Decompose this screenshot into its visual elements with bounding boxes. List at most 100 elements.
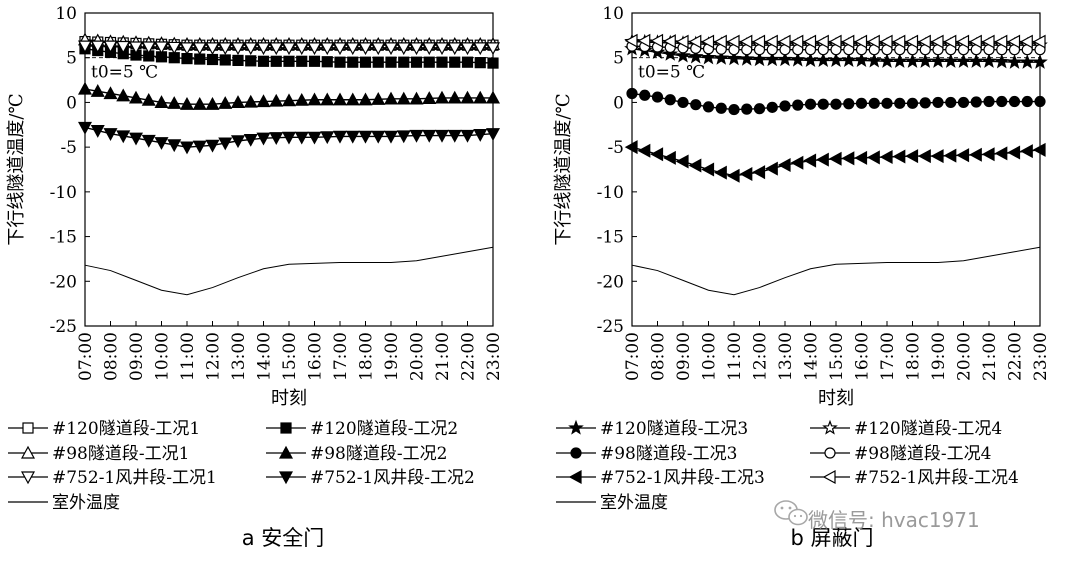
chart-b-series-3-point	[830, 98, 842, 110]
chart-a-series-2-point	[321, 56, 333, 68]
chart-a-series-4-point	[345, 92, 360, 106]
chart-b-series-6-point	[777, 34, 791, 49]
chart-a-x-tick-label: 16:00	[306, 332, 326, 381]
chart-b-series-3-point	[983, 95, 995, 108]
chart-b-series-1-point	[891, 53, 908, 68]
chart-a-series-5-point	[205, 42, 220, 56]
chart-b-series-5	[624, 140, 1046, 183]
chart-a-x-tick-label: 14:00	[255, 332, 275, 381]
chart-a-series-5-point	[383, 42, 399, 56]
chart-a-series-4-point	[218, 96, 233, 109]
chart-b-legend-item: #752-1风井段-工况3	[556, 468, 765, 488]
chart-a-series-4-point	[141, 92, 156, 106]
chart-b-series-6	[624, 33, 1046, 49]
chart-a-series-4-point	[90, 83, 105, 97]
chart-b-legend-item: #120隧道段-工况3	[556, 419, 748, 439]
chart-a-series-2-point	[245, 55, 257, 67]
chart-b-legend-marker	[822, 419, 838, 435]
chart-a-series-5-point	[230, 42, 246, 56]
chart-b-series-1-point	[866, 52, 883, 68]
chart-a-series-2-point	[410, 56, 423, 68]
chart-a-series-5-point	[154, 41, 169, 55]
wechat-icon	[774, 500, 808, 526]
chart-b-series-3-point	[945, 96, 957, 109]
chart-a-legend-item: 室外温度	[8, 493, 120, 513]
chart-b-x-tick-label: 09:00	[674, 332, 694, 381]
chart-a-series-4-point	[307, 92, 322, 106]
chart-a-series-5-point	[473, 42, 488, 56]
chart-b-x-tick-label: 12:00	[751, 332, 771, 381]
chart-b-legend-item: #120隧道段-工况4	[810, 419, 1002, 439]
chart-b-series-1-point	[981, 53, 997, 68]
chart-a-series-4	[77, 81, 501, 110]
chart-a-y-tick-label: -20	[50, 272, 77, 292]
chart-a-series-2-point	[283, 55, 295, 67]
chart-a-series-4-point	[320, 92, 335, 106]
chart-b-x-tick-label: 11:00	[725, 332, 745, 381]
chart-b-legend-marker	[570, 447, 582, 459]
chart-a-series-6-point	[307, 131, 322, 145]
chart-a-x-tick-label: 07:00	[76, 332, 96, 381]
chart-b-series-1-point	[777, 51, 793, 67]
chart-a-series-2-point	[385, 56, 397, 68]
chart-a-legend-marker	[20, 445, 36, 459]
chart-a-legend-item: #120隧道段-工况1	[8, 419, 200, 439]
chart-b-series-7	[631, 246, 1041, 296]
chart-a-series-5-point	[294, 42, 309, 56]
chart-b-series-6-point	[1019, 34, 1033, 49]
chart-b-legend-label: 室外温度	[600, 493, 668, 513]
chart-a-series-4-point	[422, 91, 437, 105]
chart-a-series-6-point	[243, 133, 258, 147]
chart-b-series-5-point	[1007, 145, 1021, 160]
chart-a-series-6-point	[167, 139, 182, 153]
chart-b-series-5-point	[905, 149, 919, 164]
chart-a-series-2-point	[372, 56, 384, 68]
chart-a-series-5-point	[345, 42, 360, 56]
chart-b-series-3-point	[1008, 95, 1021, 108]
chart-a-series-4-point	[128, 90, 144, 104]
chart-a-series-6-point	[332, 130, 348, 144]
chart-b-series-5-point	[943, 148, 957, 163]
chart-a-x-tick-label: 08:00	[102, 332, 122, 381]
chart-b-y-tick-label: -15	[597, 228, 624, 248]
chart-a-series-4-point	[396, 91, 411, 105]
chart-b-series-3-point	[817, 98, 829, 110]
chart-a-series-5-point	[320, 42, 335, 56]
chart-b-series-1-point	[942, 53, 959, 68]
chart-a-series-6-point	[154, 137, 169, 150]
chart-a-series-2-point	[308, 55, 321, 67]
chart-a-series-6-point	[345, 130, 360, 144]
chart-a-series-6-point	[192, 140, 207, 154]
chart-a-series-5-point	[192, 42, 207, 56]
chart-b-x-tick-label: 23:00	[1031, 332, 1051, 381]
chart-a-series-2-point	[270, 55, 282, 67]
chart-b-legend-label: #752-1风井段-工况3	[600, 468, 765, 488]
chart-a-series-5-point	[307, 42, 322, 56]
chart-b-series-5-point	[981, 147, 995, 162]
chart-a-series-2-point	[334, 56, 346, 68]
chart-b-series-3-point	[906, 97, 919, 109]
chart-a-legend-label: 室外温度	[52, 493, 120, 513]
chart-a-series-4-point	[294, 92, 309, 106]
chart-a-series-4-point	[447, 90, 462, 104]
chart-b-series-5-point	[637, 143, 651, 158]
chart-a-series-5	[77, 40, 501, 56]
chart-b-legend-label: #98隧道段-工况3	[600, 444, 737, 464]
chart-b-series-6-point	[650, 33, 664, 48]
chart-a-series-4-point	[383, 91, 399, 105]
chart-a-series-6-point	[320, 131, 335, 145]
chart-b-series-5-point	[777, 158, 791, 173]
chart-a-series-6-point	[422, 129, 437, 143]
chart-a-series-5-point	[396, 42, 411, 56]
chart-a-series-4-point	[358, 92, 373, 106]
chart-a-series-2-point	[296, 55, 308, 67]
chart-b-series-6-point	[841, 34, 855, 49]
chart-a-legend-label: #98隧道段-工况1	[52, 444, 189, 464]
chart-a-series-4-point	[434, 90, 450, 104]
chart-b-series-1-point	[789, 51, 806, 67]
chart-a-reference-label: t0=5 ℃	[91, 63, 158, 83]
chart-b-series-3-point	[855, 97, 868, 109]
chart-a-series-6-point	[77, 121, 93, 135]
chart-a-series-5-point	[179, 42, 195, 56]
